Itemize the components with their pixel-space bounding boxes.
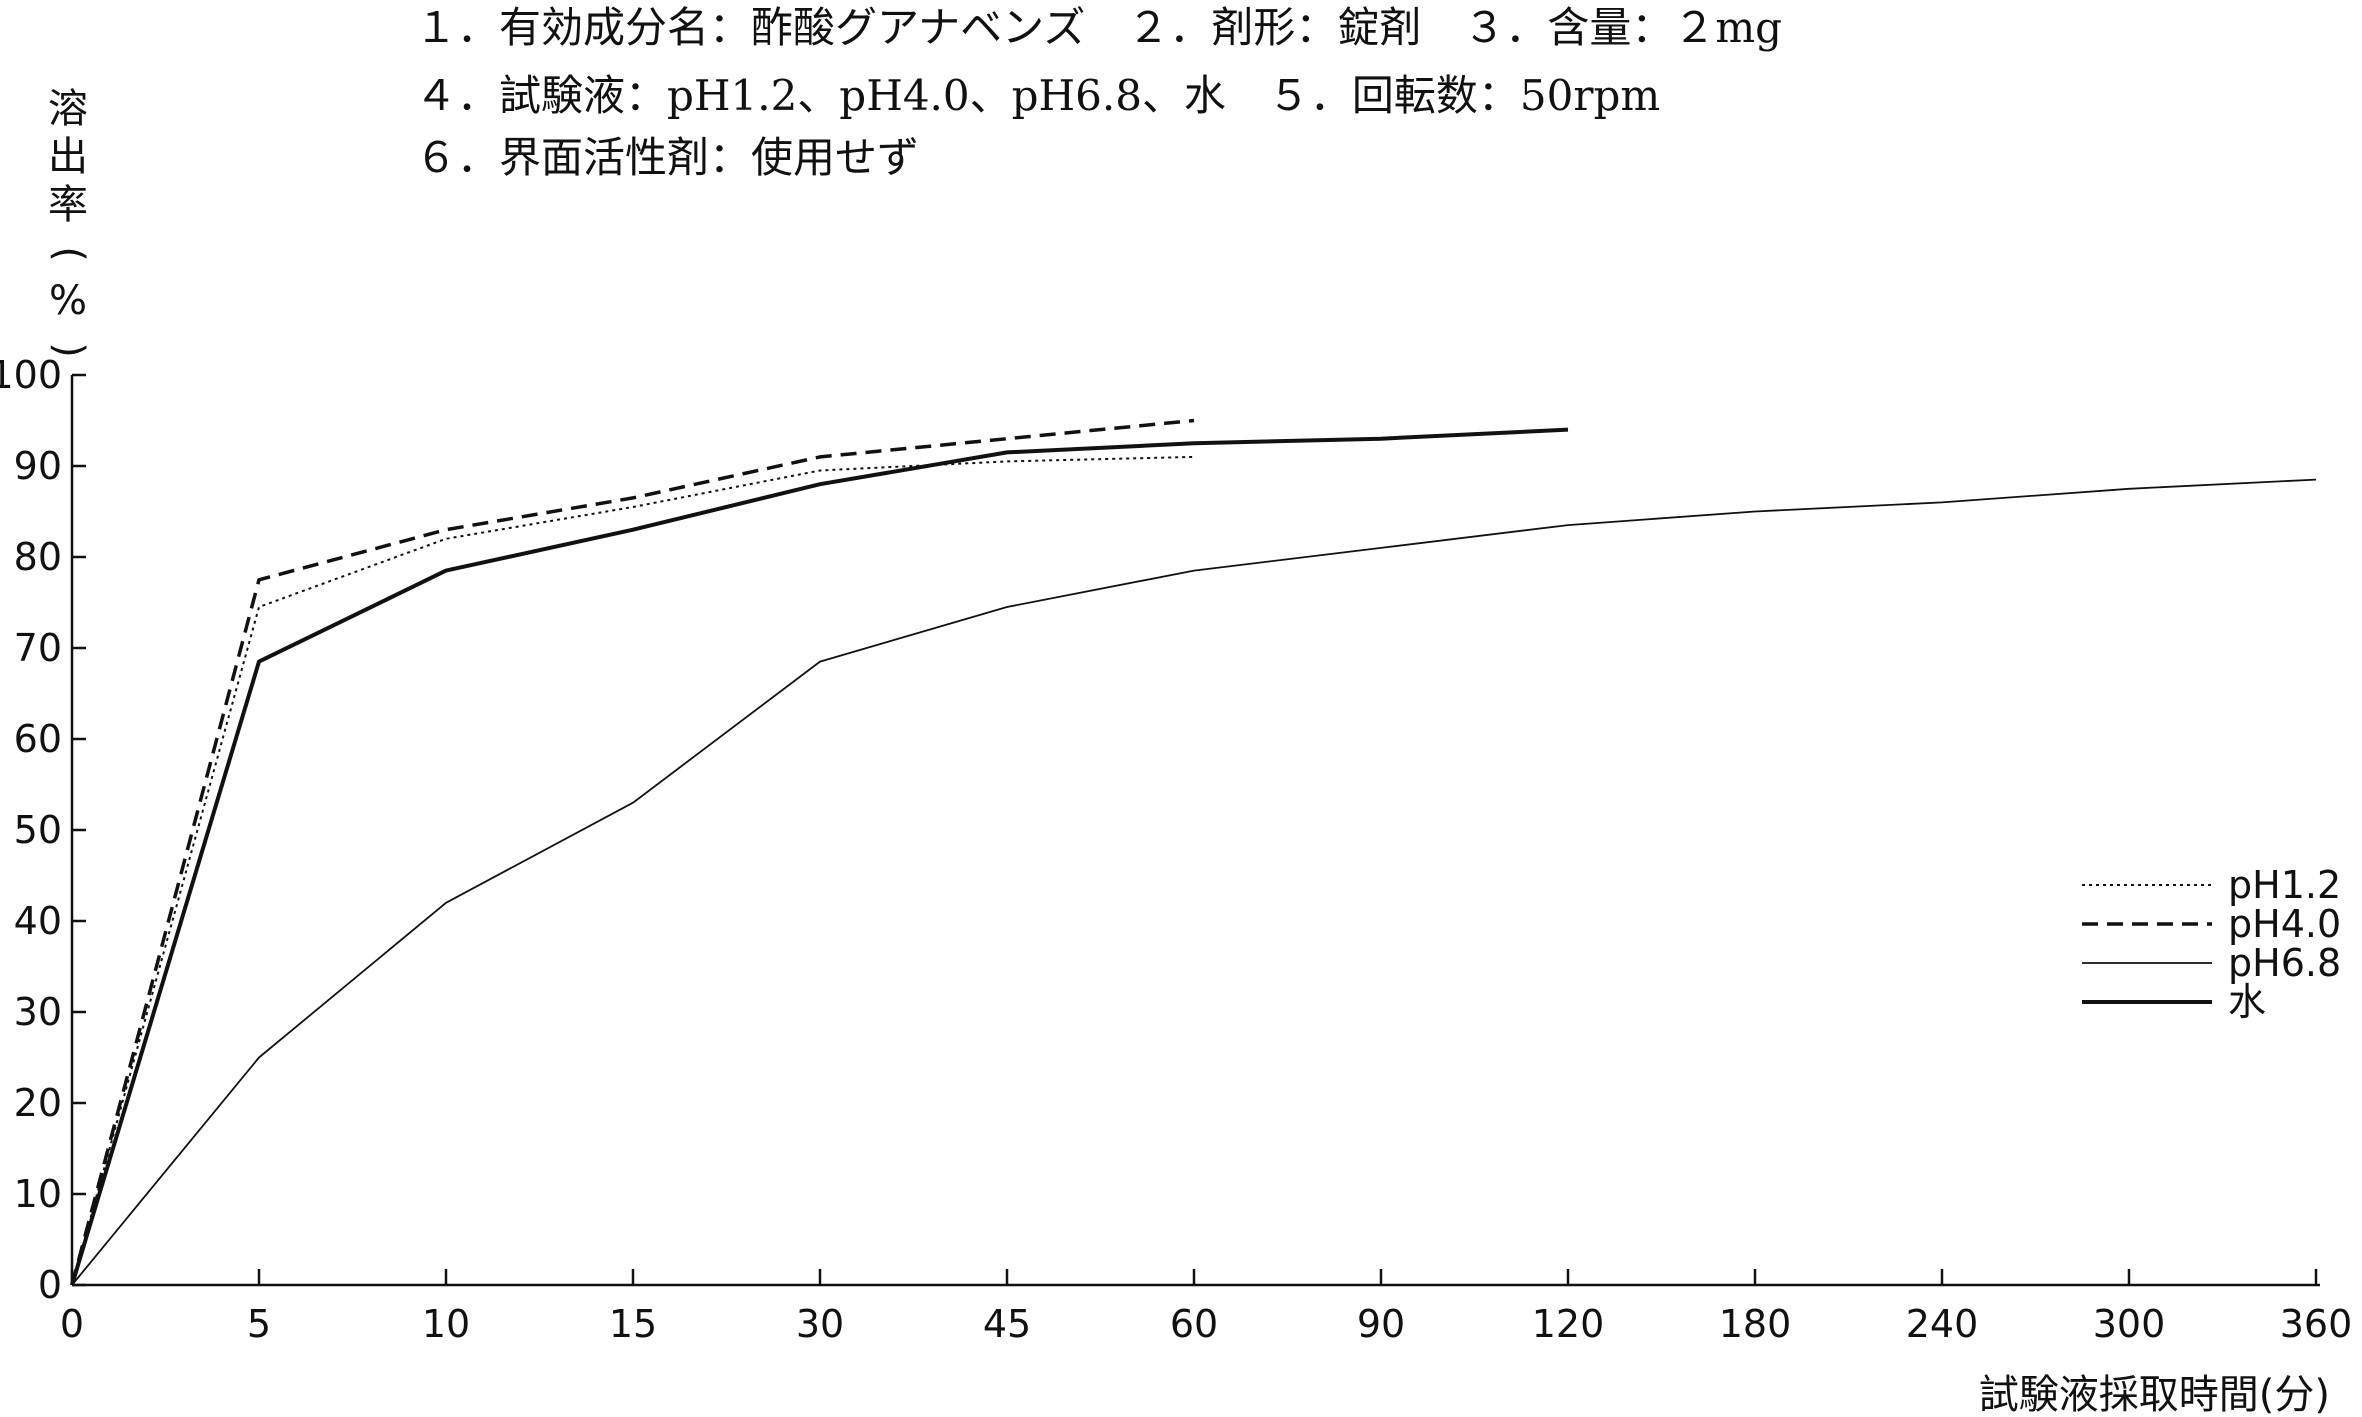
series-line bbox=[71, 455, 1195, 1286]
x-tick-label: 180 bbox=[1719, 1302, 1792, 1346]
chart-header: １．有効成分名：酢酸グアナベンズ ２．剤形：錠剤 ３．含量：２mg ４．試験液：… bbox=[415, 3, 1782, 182]
series-line bbox=[70, 418, 1195, 1286]
x-tick-label: 30 bbox=[796, 1302, 844, 1346]
x-tick-label: 120 bbox=[1532, 1302, 1605, 1346]
x-ticks: 0 5 10 15 30 45 60 90 120 180 240 300 360 bbox=[60, 1269, 2352, 1346]
series-line bbox=[70, 427, 1569, 1286]
y-axis-label-char: ( bbox=[46, 246, 92, 262]
x-tick-label: 0 bbox=[60, 1302, 84, 1346]
x-tick-label: 5 bbox=[247, 1302, 271, 1346]
legend-label: pH1.2 bbox=[2228, 863, 2341, 907]
x-tick-label: 90 bbox=[1357, 1302, 1405, 1346]
x-tick-label: 15 bbox=[609, 1302, 657, 1346]
x-tick-label: 45 bbox=[983, 1302, 1031, 1346]
y-tick-label: 20 bbox=[14, 1081, 62, 1125]
x-axis-label: 試験液採取時間(分) bbox=[1979, 1372, 2330, 1417]
x-tick-label: 360 bbox=[2280, 1302, 2353, 1346]
y-axis-label-char: 溶 bbox=[48, 86, 88, 132]
y-tick-label: 70 bbox=[14, 626, 62, 670]
legend-label: pH4.0 bbox=[2228, 902, 2341, 946]
y-axis-label-group: 溶出率 (%) bbox=[46, 86, 92, 358]
y-tick-label: 60 bbox=[14, 717, 62, 761]
legend-label: 水 bbox=[2228, 980, 2266, 1024]
series-lines bbox=[70, 418, 2317, 1286]
series-line bbox=[71, 478, 2317, 1286]
y-axis-label-char: ) bbox=[46, 342, 92, 358]
y-tick-label: 40 bbox=[14, 899, 62, 943]
legend-label: pH6.8 bbox=[2228, 941, 2341, 985]
y-axis-label-char: 率 bbox=[48, 182, 88, 228]
y-ticks: 0 10 20 30 40 50 60 70 80 90 100 bbox=[0, 353, 86, 1307]
y-axis-label-char: 出 bbox=[48, 134, 88, 180]
header-line-1: １．有効成分名：酢酸グアナベンズ ２．剤形：錠剤 ３．含量：２mg bbox=[415, 3, 1782, 52]
header-line-2: ４．試験液：pH1.2、pH4.0、pH6.8、水 ５．回転数：50rpm bbox=[415, 71, 1660, 120]
x-tick-label: 10 bbox=[422, 1302, 470, 1346]
x-tick-label: 240 bbox=[1906, 1302, 1979, 1346]
x-tick-label: 300 bbox=[2093, 1302, 2166, 1346]
y-tick-label: 90 bbox=[14, 444, 62, 488]
axes bbox=[70, 375, 2320, 1287]
y-axis-label-char: % bbox=[49, 278, 87, 324]
y-tick-label: 100 bbox=[0, 353, 62, 397]
y-tick-label: 10 bbox=[14, 1172, 62, 1216]
header-line-3: ６．界面活性剤：使用せず bbox=[415, 133, 919, 182]
x-tick-label: 60 bbox=[1170, 1302, 1218, 1346]
y-tick-label: 0 bbox=[38, 1263, 62, 1307]
y-tick-label: 50 bbox=[14, 808, 62, 852]
y-tick-label: 80 bbox=[14, 535, 62, 579]
y-tick-label: 30 bbox=[14, 990, 62, 1034]
